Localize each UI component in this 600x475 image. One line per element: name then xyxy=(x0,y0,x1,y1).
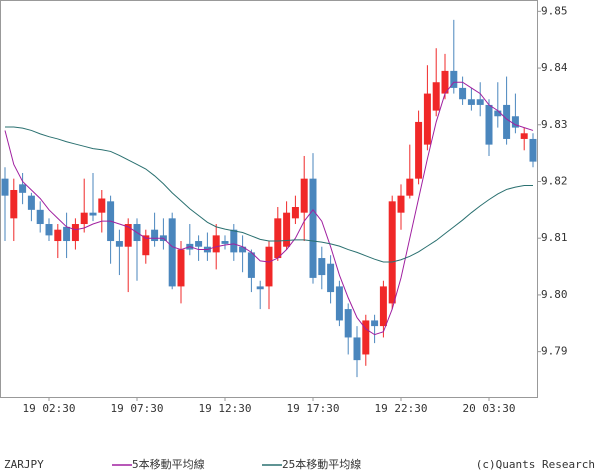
plot-frame xyxy=(0,0,538,398)
candle-body xyxy=(344,309,352,338)
candle-body xyxy=(423,93,431,145)
candle-body xyxy=(397,195,405,213)
candle-body xyxy=(195,241,203,247)
x-tick-label: 20 03:30 xyxy=(463,402,516,415)
candle-body xyxy=(212,235,220,253)
candle-body xyxy=(335,286,343,321)
candle-body xyxy=(63,226,71,242)
candle-body xyxy=(10,189,18,219)
candle-body xyxy=(432,82,440,111)
candle-body xyxy=(274,218,282,259)
candle-body xyxy=(239,246,247,253)
candle-body xyxy=(441,70,449,94)
candle-body xyxy=(168,218,176,287)
candle-body xyxy=(362,320,370,355)
candle-body xyxy=(98,198,106,213)
candle-body xyxy=(230,229,238,253)
y-tick-label: 9.85 xyxy=(541,4,568,17)
moving-average-line xyxy=(4,81,534,336)
candle-body xyxy=(450,70,458,88)
candle-body xyxy=(520,133,528,139)
candle-body xyxy=(54,229,62,242)
candle-body xyxy=(371,320,379,327)
legend-label: 5本移動平均線 xyxy=(132,457,205,471)
y-tick-label: 9.82 xyxy=(541,174,568,187)
candle-body xyxy=(415,121,423,179)
candle-body xyxy=(80,212,88,225)
candle-body xyxy=(406,178,414,196)
candle-body xyxy=(476,99,484,105)
symbol-label: ZARJPY xyxy=(4,458,44,471)
y-tick-label: 9.79 xyxy=(541,345,568,358)
candle-body xyxy=(27,195,35,210)
candle-body xyxy=(511,116,519,128)
candle-body xyxy=(221,241,229,244)
x-tick-label: 19 17:30 xyxy=(287,402,340,415)
candle-body xyxy=(247,252,255,278)
candle-body xyxy=(283,212,291,247)
legend-label: 25本移動平均線 xyxy=(282,457,361,471)
x-tick-label: 19 02:30 xyxy=(23,402,76,415)
candle-body xyxy=(467,99,475,105)
candle-body xyxy=(503,104,511,139)
candle-body xyxy=(291,207,299,219)
candle-body xyxy=(459,87,467,100)
candle-body xyxy=(142,235,150,256)
candle-body xyxy=(115,241,123,247)
candle-body xyxy=(19,184,27,193)
candle-body xyxy=(353,337,361,361)
candle-body xyxy=(309,178,317,278)
candle-body xyxy=(327,263,335,293)
candle-body xyxy=(124,224,132,247)
x-tick-label: 19 12:30 xyxy=(199,402,252,415)
y-tick-label: 9.80 xyxy=(541,288,568,301)
candle-body xyxy=(265,246,273,287)
candle-body xyxy=(388,201,396,304)
candle-body xyxy=(300,178,308,213)
y-tick-label: 9.81 xyxy=(541,231,568,244)
y-tick-label: 9.83 xyxy=(541,118,568,131)
candle-body xyxy=(151,229,159,242)
credit: (c)Quants Research xyxy=(476,458,595,471)
candle-body xyxy=(36,209,44,225)
candle-body xyxy=(177,249,185,287)
candle-body xyxy=(89,212,97,216)
candle-body xyxy=(379,286,387,327)
candle-body xyxy=(485,104,493,145)
candle-body xyxy=(494,110,502,117)
candle-body xyxy=(1,178,9,196)
candle-body xyxy=(256,286,264,290)
candle-body xyxy=(45,224,53,236)
x-tick-label: 19 07:30 xyxy=(111,402,164,415)
candle-body xyxy=(71,224,79,242)
moving-average-line xyxy=(5,126,533,263)
x-tick-label: 19 22:30 xyxy=(375,402,428,415)
candle-body xyxy=(529,138,537,162)
candle-body xyxy=(318,258,326,276)
y-tick-label: 9.84 xyxy=(541,61,568,74)
